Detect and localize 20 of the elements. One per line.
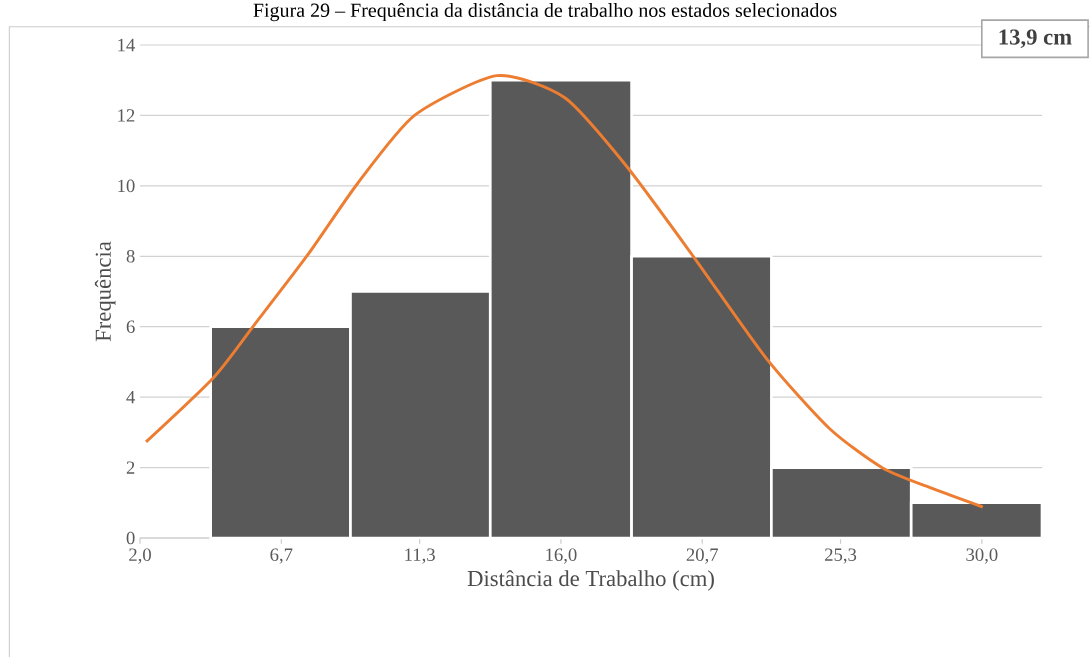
y-tick-label: 6 — [126, 320, 135, 333]
x-tick-label: 20,7 — [686, 548, 719, 564]
y-tick-label: 4 — [126, 390, 136, 404]
annotation: 13,9 cm — [999, 29, 1072, 49]
y-tick-label: 8 — [126, 249, 135, 263]
y-axis-title: Frequência — [94, 241, 116, 342]
y-tick-label: 12 — [118, 109, 135, 122]
line-series — [144, 74, 985, 509]
x-axis-title: Distância de Trabalho (cm) — [467, 570, 714, 591]
y-tick-label: 2 — [126, 461, 135, 474]
chart-title: Figura 29 – Frequência da distância de trabalho nos estados selecionados — [253, 2, 837, 22]
x-tick-label: 6,7 — [270, 548, 293, 564]
y-tick-label: 10 — [118, 179, 135, 193]
y-tick-label: 0 — [126, 531, 135, 545]
x-tick-label: 16,0 — [546, 548, 577, 564]
x-tick-label: 11,3 — [405, 548, 435, 564]
x-tick-label: 25,3 — [825, 548, 857, 564]
x-tick-label: 2,0 — [129, 548, 151, 564]
y-tick-label: 14 — [118, 38, 136, 52]
x-tick-label: 30,0 — [966, 548, 998, 564]
